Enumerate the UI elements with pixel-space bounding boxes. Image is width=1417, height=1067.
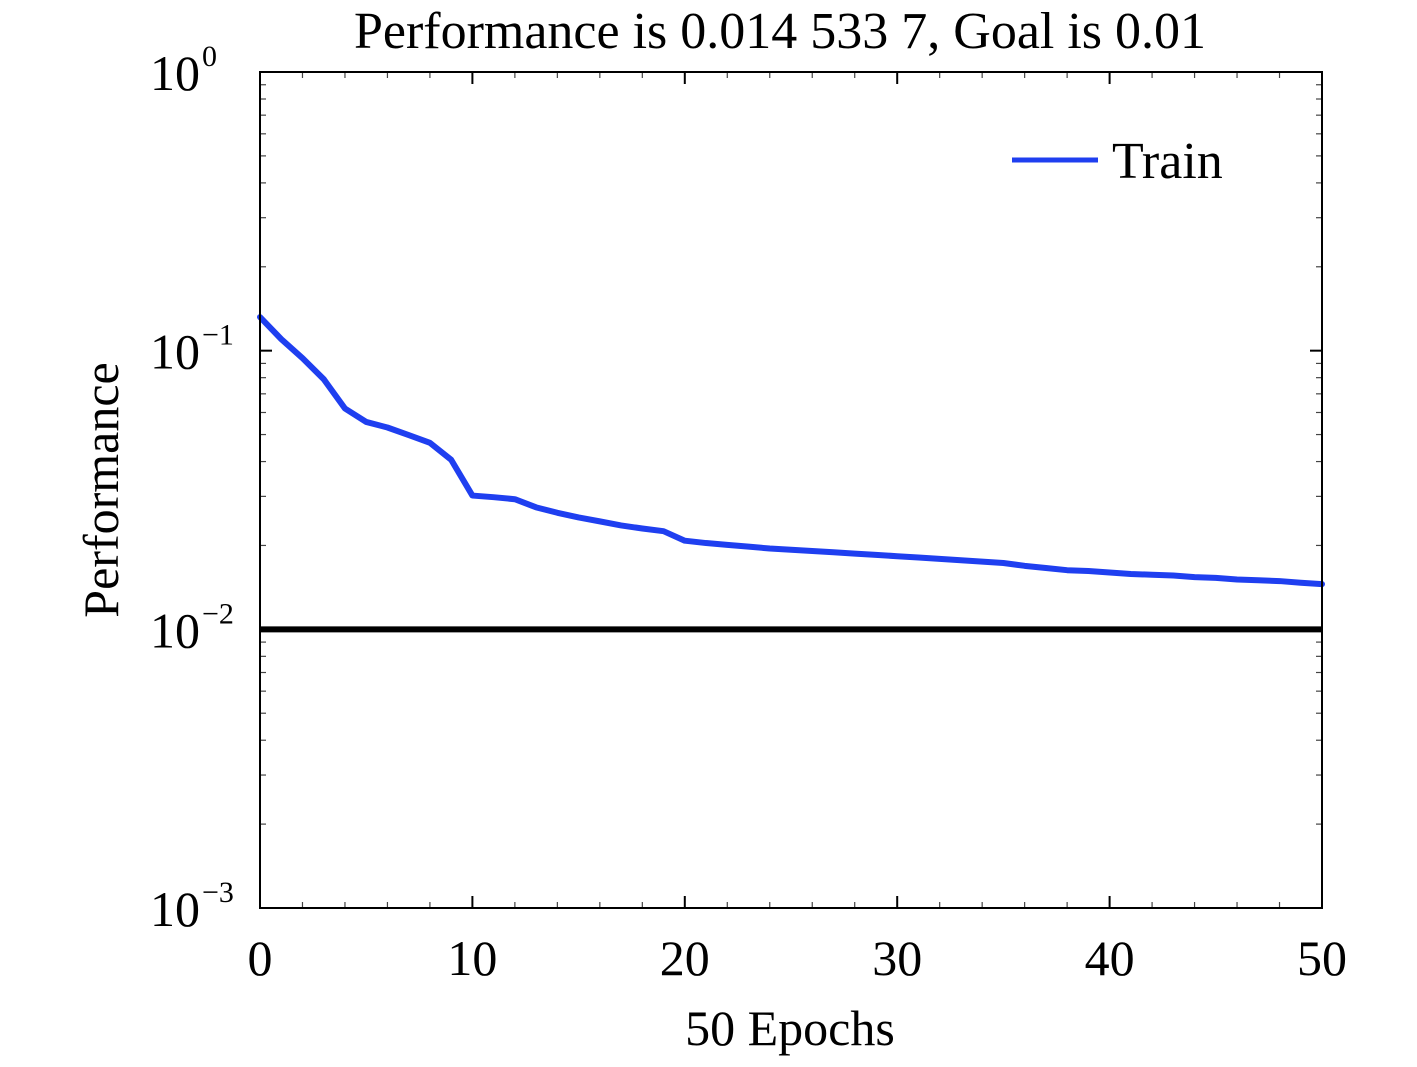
y-tick-base: 10 (150, 602, 200, 658)
y-axis-label: Performance (73, 362, 129, 617)
x-tick-label: 0 (248, 930, 273, 986)
plot-area (260, 72, 1322, 908)
y-tick-label: 10 0 (150, 40, 217, 101)
y-tick-base: 10 (150, 45, 200, 101)
train-series-line (257, 314, 1325, 588)
legend-label-train: Train (1112, 133, 1223, 190)
x-tick-label: 40 (1085, 930, 1135, 986)
x-tick-labels: 0 10 20 30 40 50 (248, 930, 1348, 986)
y-tick-exponent: 0 (202, 40, 217, 73)
y-tick-label: 10 −3 (150, 876, 234, 937)
legend: Train (1012, 133, 1223, 190)
y-tick-base: 10 (150, 881, 200, 937)
y-tick-exponent: −3 (202, 876, 234, 909)
x-tick-label: 50 (1297, 930, 1347, 986)
y-tick-exponent: −2 (202, 597, 234, 630)
x-axis-label: 50 Epochs (685, 1000, 895, 1056)
y-tick-exponent: −1 (202, 319, 234, 352)
x-tick-label: 20 (660, 930, 710, 986)
y-tick-label: 10 −2 (150, 597, 234, 658)
y-tick-label: 10 −1 (150, 319, 234, 380)
chart-title: Performance is 0.014 533 7, Goal is 0.01 (354, 3, 1206, 60)
x-tick-label: 10 (447, 930, 497, 986)
y-tick-base: 10 (150, 324, 200, 380)
axes-frame (259, 71, 1323, 909)
x-tick-label: 30 (872, 930, 922, 986)
